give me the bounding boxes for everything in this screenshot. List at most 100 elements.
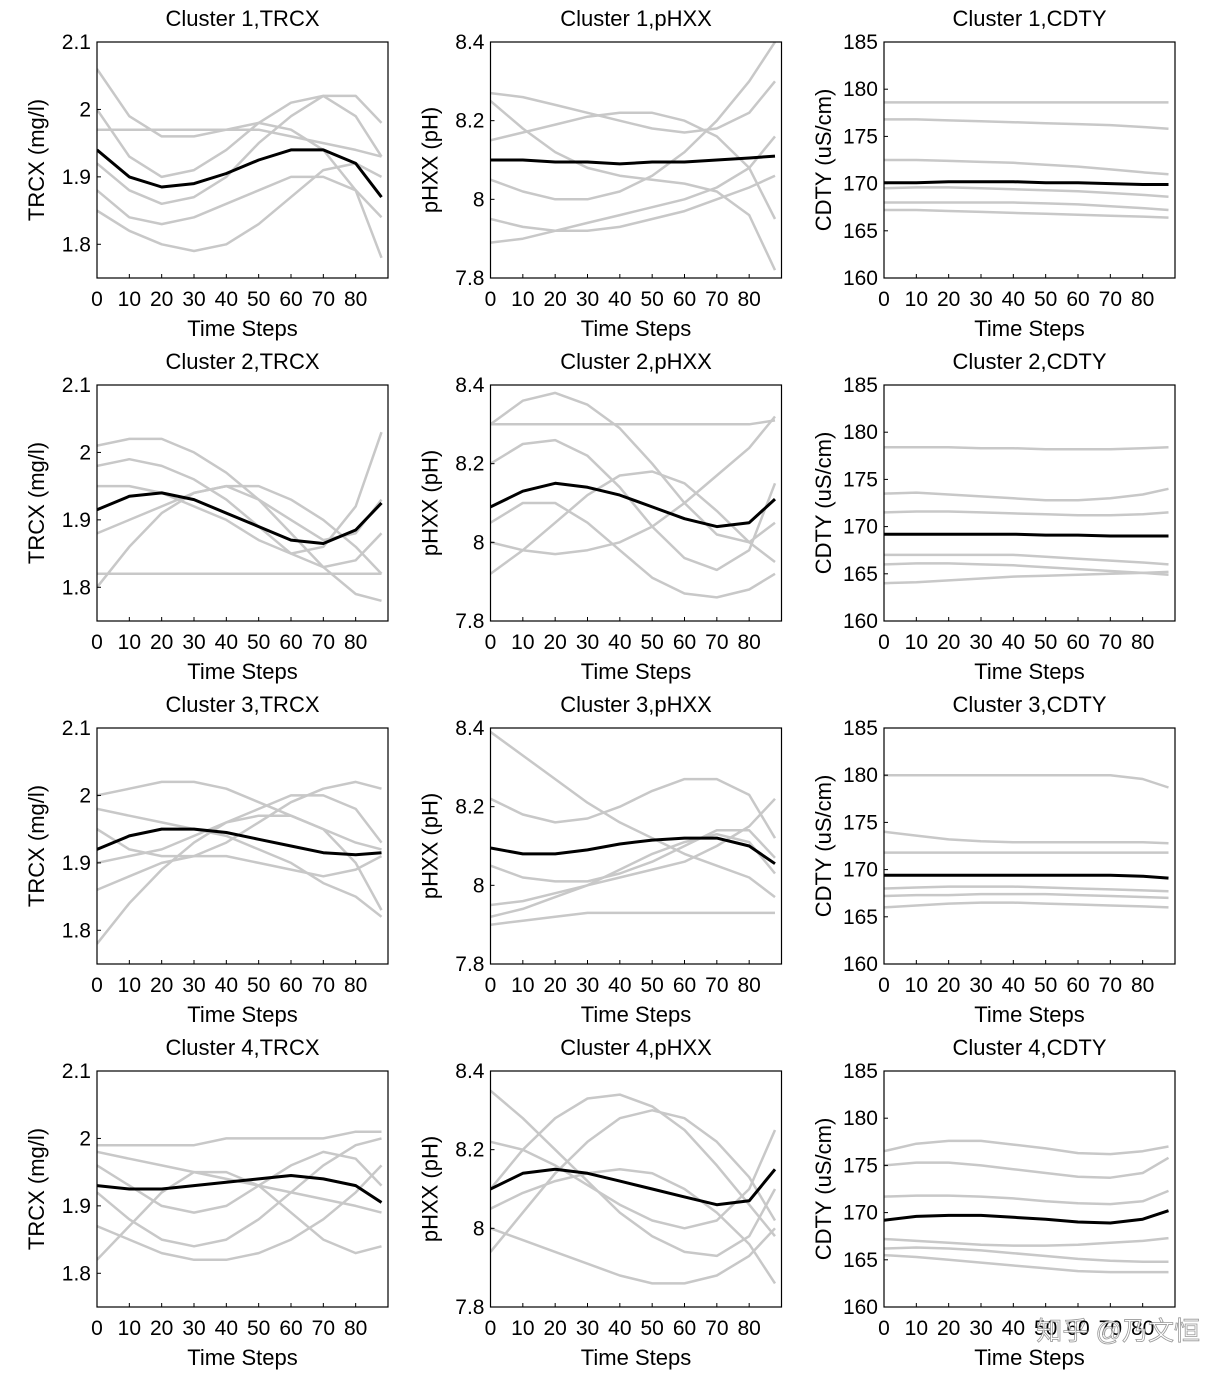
member-line <box>884 1156 1170 1179</box>
y-tick-label: 8 <box>473 531 485 554</box>
x-tick-label: 20 <box>150 631 173 654</box>
x-axis-label: Time Steps <box>581 1002 691 1027</box>
y-tick-label: 165 <box>843 563 878 586</box>
y-tick-label: 180 <box>843 421 878 444</box>
member-line <box>490 1109 777 1253</box>
member-line <box>97 814 383 945</box>
y-tick-label: 8 <box>473 188 485 211</box>
y-axis-label: TRCX (mg/l) <box>24 442 49 564</box>
member-line <box>884 885 1169 893</box>
plot-frame <box>489 384 783 622</box>
x-axis-label: Time Steps <box>187 1002 297 1027</box>
lines <box>490 1089 777 1285</box>
y-axis-label: TRCX (mg/l) <box>24 99 49 221</box>
x-tick-label: 60 <box>1066 1317 1089 1340</box>
y-tick-label: 185 <box>843 31 878 54</box>
mean-line <box>490 836 776 865</box>
x-tick-label: 40 <box>1002 631 1025 654</box>
x-axis-label: Time Steps <box>187 316 297 341</box>
chart-title: Cluster 4,TRCX <box>165 1035 319 1060</box>
y-tick-label: 160 <box>843 1296 878 1319</box>
x-tick-label: 10 <box>118 288 141 311</box>
member-line <box>884 892 1169 900</box>
x-axis-label: Time Steps <box>187 659 297 684</box>
plot-frame <box>883 384 1176 622</box>
x-tick-label: 40 <box>608 631 631 654</box>
x-tick-label: 0 <box>878 288 890 311</box>
y-tick-label: 165 <box>843 1249 878 1272</box>
x-tick-label: 0 <box>91 1317 103 1340</box>
member-line <box>490 829 776 883</box>
x-tick-label: 70 <box>1099 288 1122 311</box>
panel: 0 10 20 30 40 50 60 70 80 160 165 170 175 180 185 Clust… <box>811 349 1176 684</box>
member-line <box>884 186 1169 199</box>
x-tick-label: 0 <box>91 631 103 654</box>
x-tick-label: 80 <box>344 288 367 311</box>
lines <box>97 68 383 259</box>
x-tick-label: 70 <box>705 288 728 311</box>
y-tick-label: 1.8 <box>62 1262 91 1285</box>
chart-title: Cluster 2,TRCX <box>165 349 319 374</box>
x-tick-label: 80 <box>1131 1317 1154 1340</box>
chart-title: Cluster 1,pHXX <box>560 6 712 31</box>
x-tick-label: 60 <box>279 974 302 997</box>
x-tick-label: 50 <box>247 288 270 311</box>
x-tick-label: 30 <box>182 1317 205 1340</box>
x-tick-label: 80 <box>344 1317 367 1340</box>
member-line <box>97 128 382 158</box>
plot-frame <box>96 384 389 622</box>
x-tick-label: 20 <box>543 288 566 311</box>
x-tick-label: 80 <box>1131 974 1154 997</box>
member-line <box>490 730 776 899</box>
y-tick-label: 7.8 <box>455 610 484 633</box>
lines <box>490 42 777 271</box>
member-line <box>490 42 777 201</box>
member-line <box>884 1236 1169 1247</box>
y-tick-label: 1.9 <box>62 509 91 532</box>
y-tick-label: 180 <box>843 78 878 101</box>
plot-frame <box>96 41 389 279</box>
x-tick-label: 20 <box>543 1317 566 1340</box>
x-tick-label: 70 <box>1099 974 1122 997</box>
y-tick-label: 2.1 <box>62 1060 91 1083</box>
lines <box>490 391 777 599</box>
y-tick-label: 160 <box>843 267 878 290</box>
x-tick-label: 40 <box>215 288 238 311</box>
mean-line <box>97 491 383 545</box>
x-tick-label: 10 <box>118 631 141 654</box>
member-line <box>884 201 1169 212</box>
x-tick-label: 0 <box>485 974 497 997</box>
y-tick-label: 8.4 <box>455 374 485 397</box>
x-tick-label: 40 <box>608 974 631 997</box>
y-tick-label: 165 <box>843 220 878 243</box>
x-tick-label: 70 <box>312 288 335 311</box>
member-line <box>490 470 776 575</box>
y-tick-label: 8.2 <box>455 110 484 133</box>
member-line <box>884 830 1169 845</box>
lines <box>884 446 1169 585</box>
x-tick-label: 40 <box>1002 288 1025 311</box>
x-axis-label: Time Steps <box>187 1345 297 1370</box>
plot-frame <box>489 1070 783 1308</box>
x-tick-label: 30 <box>576 288 599 311</box>
x-tick-label: 10 <box>511 974 534 997</box>
x-tick-label: 70 <box>1099 1317 1122 1340</box>
panel: 0 10 20 30 40 50 60 70 80 7.8 8 8.2 8.4 Cluster 1,pHX… <box>418 6 783 341</box>
panel: 0 10 20 30 40 50 60 70 80 160 165 170 175 180 185 Clust… <box>811 6 1176 341</box>
x-tick-label: 30 <box>969 288 992 311</box>
x-tick-label: 20 <box>543 631 566 654</box>
y-tick-label: 8 <box>473 874 485 897</box>
y-tick-label: 8 <box>473 1217 485 1240</box>
panel: 0 10 20 30 40 50 60 70 80 160 165 170 175 180 185 Clust… <box>811 692 1176 1027</box>
x-tick-label: 40 <box>215 1317 238 1340</box>
x-tick-label: 20 <box>150 1317 173 1340</box>
mean-line <box>884 180 1169 186</box>
y-tick-label: 7.8 <box>455 953 484 976</box>
mean-line <box>884 873 1169 880</box>
member-line <box>490 111 777 220</box>
mean-line <box>490 481 777 529</box>
mean-line <box>884 1209 1169 1225</box>
member-line <box>97 431 383 555</box>
x-tick-label: 50 <box>640 631 663 654</box>
x-tick-label: 70 <box>1099 631 1122 654</box>
